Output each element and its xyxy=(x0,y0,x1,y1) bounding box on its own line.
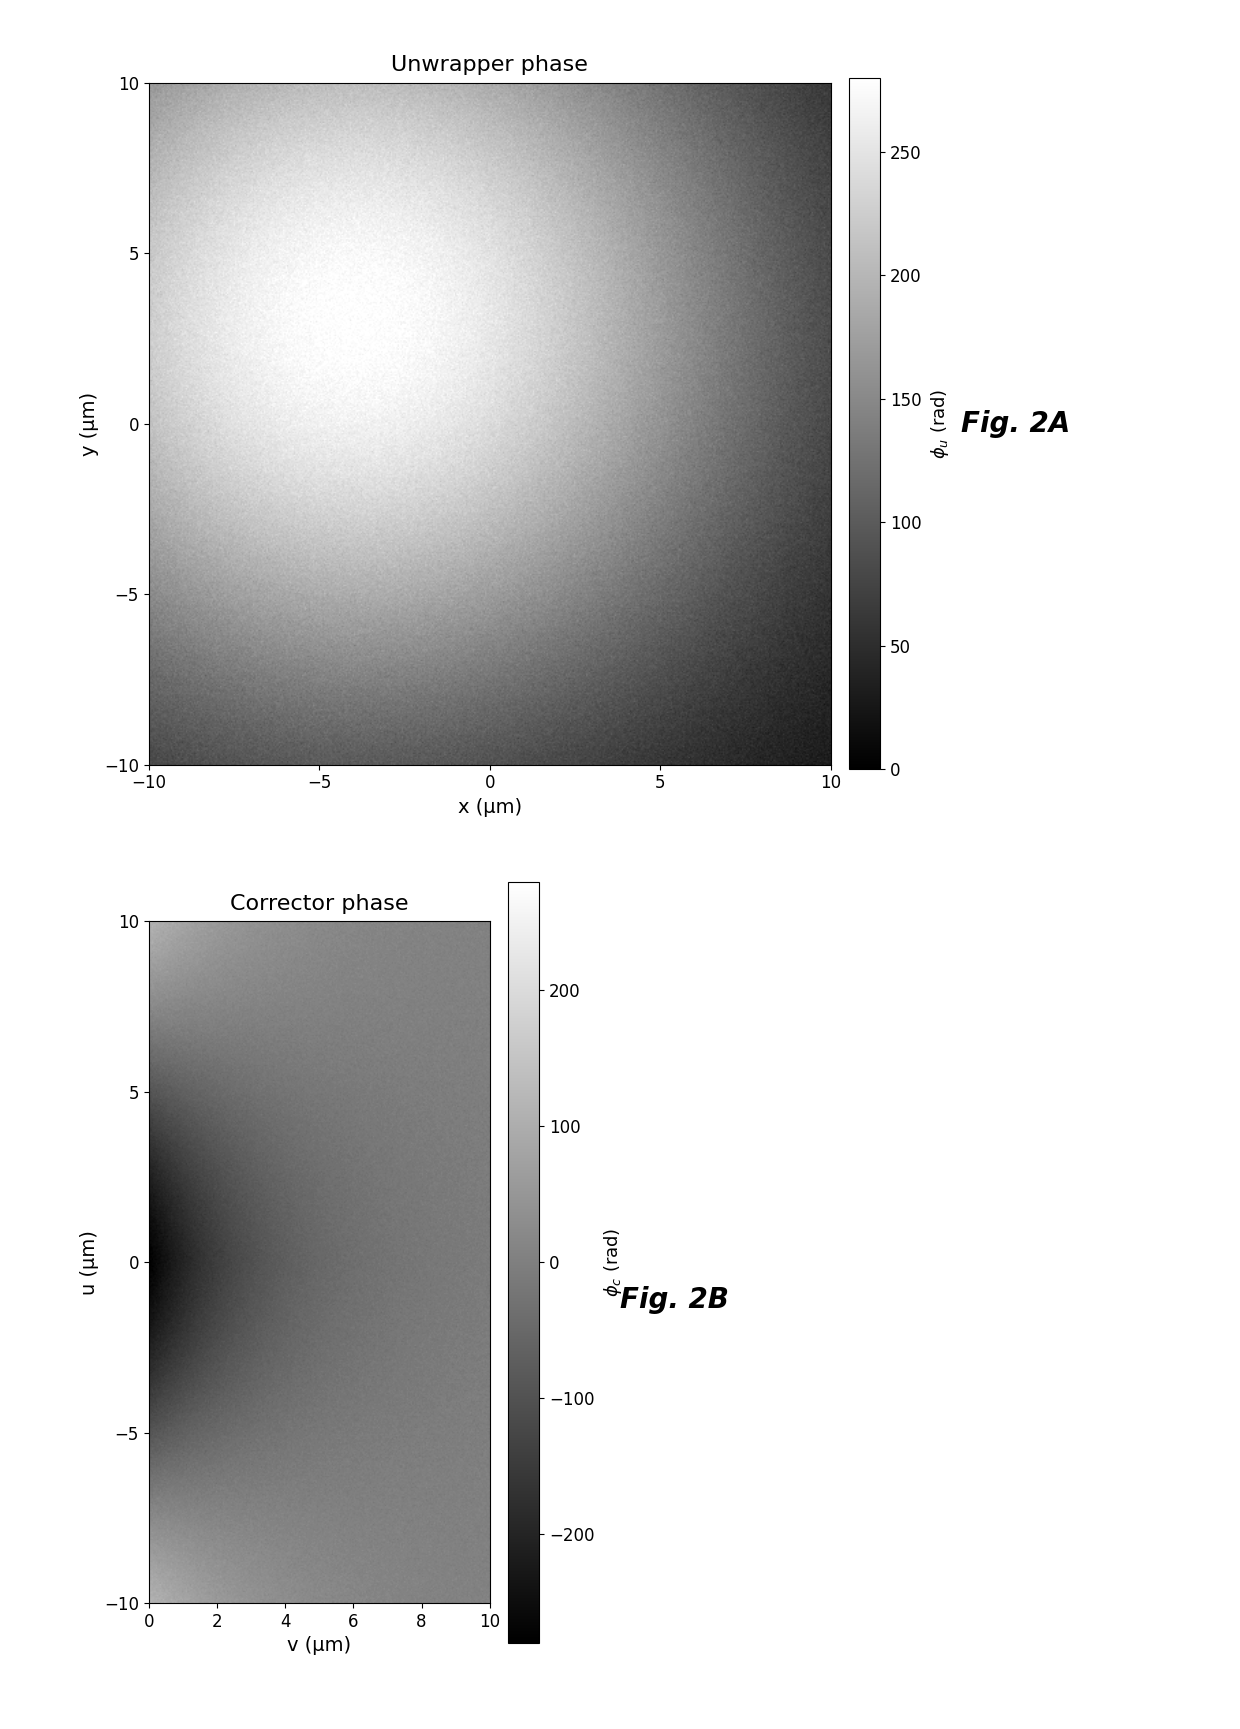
Title: Corrector phase: Corrector phase xyxy=(231,894,408,915)
Text: Fig. 2A: Fig. 2A xyxy=(961,410,1070,437)
X-axis label: x (μm): x (μm) xyxy=(458,797,522,816)
Text: Fig. 2B: Fig. 2B xyxy=(620,1286,729,1314)
Title: Unwrapper phase: Unwrapper phase xyxy=(392,55,588,76)
Y-axis label: $\phi_u$ (rad): $\phi_u$ (rad) xyxy=(929,389,951,458)
Y-axis label: $\phi_c$ (rad): $\phi_c$ (rad) xyxy=(601,1228,624,1297)
X-axis label: v (μm): v (μm) xyxy=(288,1636,351,1655)
Y-axis label: u (μm): u (μm) xyxy=(79,1229,98,1295)
Y-axis label: y (μm): y (μm) xyxy=(79,391,98,456)
